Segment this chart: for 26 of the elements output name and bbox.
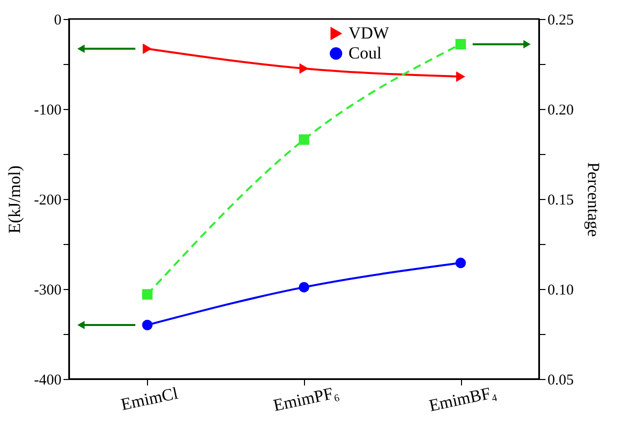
y2-tick-label: 0.05	[548, 372, 574, 388]
y-tick-label: -400	[34, 372, 62, 388]
y-tick-label: -100	[34, 102, 62, 118]
text: 0.10	[548, 282, 574, 298]
y-tick-label: -200	[34, 192, 62, 208]
point	[455, 258, 466, 268]
x-tick-label: EmimCl	[119, 384, 180, 414]
point	[142, 289, 153, 300]
point	[456, 71, 466, 82]
x-tick-label: EmimPF₆	[272, 382, 341, 416]
y2-tick-label: 0.25	[548, 12, 574, 28]
point	[455, 38, 466, 50]
y2-axis-title: Percentage	[584, 162, 603, 237]
point	[299, 63, 309, 74]
y-tick-label: 0	[54, 12, 62, 28]
point	[142, 43, 152, 54]
point	[298, 282, 310, 292]
y-tick-label: -300	[34, 282, 62, 298]
point	[142, 320, 153, 330]
y-axis-title: E(kJ/mol)	[5, 166, 24, 234]
y2-tick-label: 0.15	[548, 192, 574, 208]
x-tick-label: EmimBF₄	[427, 382, 498, 416]
point	[298, 134, 310, 145]
text: 0.20	[548, 102, 574, 118]
legend-label: Coul	[348, 44, 382, 62]
legend-label: VDW	[348, 24, 390, 42]
